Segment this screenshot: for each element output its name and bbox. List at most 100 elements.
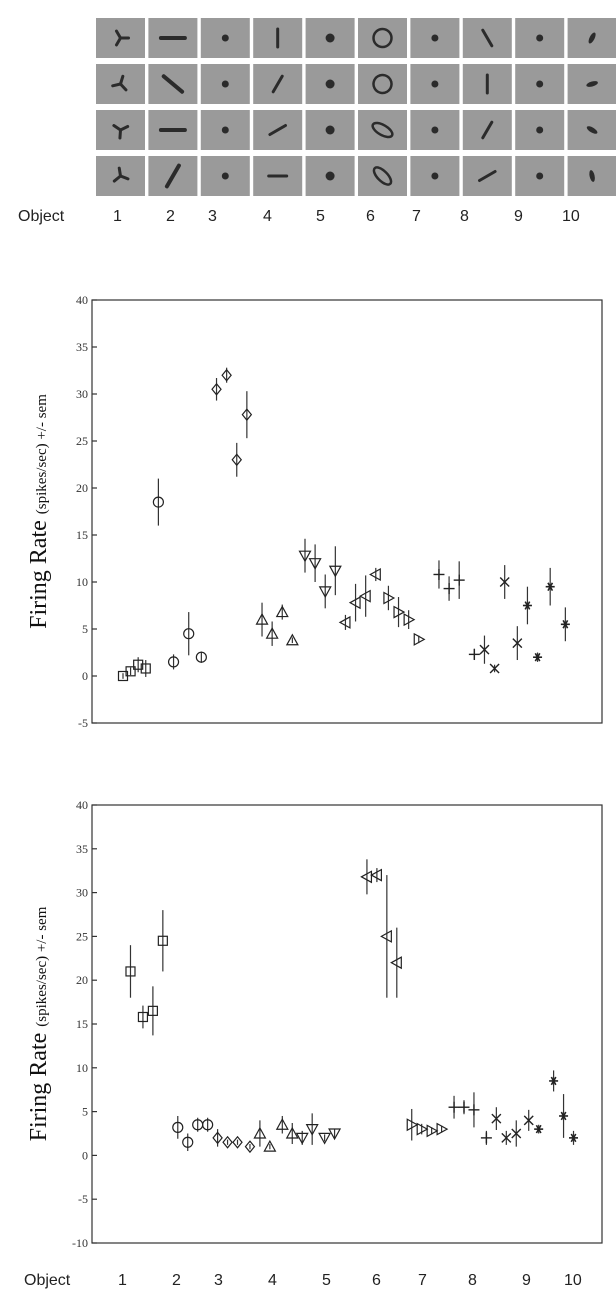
object-number-label: 10: [562, 208, 580, 225]
firing-rate-chart-1: -5 0 5 10 15 20 25 30 35 40 Firing Rate (spikes/se…: [26, 293, 603, 730]
object-number-label: 1: [113, 208, 122, 225]
object-number-label: 2: [166, 208, 175, 225]
stimulus-tile: [148, 64, 198, 104]
data-point: [221, 368, 232, 382]
series-object-1: [117, 657, 151, 682]
stimulus-tile: [567, 156, 616, 196]
stimulus-tile: [462, 18, 512, 58]
data-point: [211, 382, 222, 396]
stimulus-tile: [200, 156, 250, 196]
series-object-4: [253, 1115, 299, 1152]
data-point: [202, 1119, 214, 1131]
object-number-label: 8: [460, 208, 469, 225]
data-point: [358, 589, 371, 603]
data-point: [360, 870, 373, 884]
y-tick-label: 30: [76, 886, 88, 900]
data-point: [244, 1140, 256, 1154]
y-tick-label: -5: [78, 716, 88, 730]
data-point: [305, 1124, 319, 1136]
y-axis-label: Firing Rate (spikes/sec) +/- sem: [26, 394, 52, 629]
data-point: [182, 1136, 194, 1148]
data-point: [318, 1132, 332, 1145]
data-point: [501, 1132, 512, 1143]
data-point: [265, 626, 279, 639]
data-point: [468, 1104, 480, 1116]
y-tick-label: 15: [76, 1017, 88, 1031]
data-point: [390, 956, 402, 970]
series-object-7: [406, 1108, 449, 1141]
data-point: [241, 408, 253, 422]
stimulus-tile: [96, 110, 145, 150]
stimulus-tile: [148, 18, 198, 58]
object-axis-top: Object 1 2 3 4 5 6 7 8 9 10: [0, 200, 616, 240]
data-point: [285, 1126, 299, 1139]
data-point: [523, 1115, 534, 1126]
stimulus-tile: [200, 110, 250, 150]
series-object-3: [211, 367, 253, 477]
data-point: [222, 1135, 233, 1149]
object-number-label: 9: [522, 1272, 531, 1289]
data-point: [285, 633, 299, 646]
stimulus-tile: [567, 110, 616, 150]
series-object-6: [338, 567, 381, 630]
y-tick-label: 35: [76, 842, 88, 856]
plot-frame: [91, 299, 603, 724]
y-tick-label: 5: [82, 1105, 88, 1119]
stimulus-tile: [148, 110, 198, 150]
stimulus-tile: [358, 156, 407, 196]
stimulus-tile: [462, 156, 512, 196]
y-tick-label: 15: [76, 528, 88, 542]
y-tick-label: 25: [76, 929, 88, 943]
y-tick-label: 40: [76, 293, 88, 307]
y-tick-label: -5: [78, 1192, 88, 1206]
data-point: [499, 577, 510, 587]
data-point: [560, 620, 570, 629]
data-point: [436, 1122, 449, 1136]
object-axis-bottom: Object 1 2 3 4 5 6 7 8 9 10: [0, 1262, 616, 1302]
y-tick-label: 20: [76, 481, 88, 495]
data-point: [511, 1128, 522, 1139]
data-point: [559, 1111, 569, 1121]
object-number-label: 7: [418, 1272, 427, 1289]
data-point: [369, 567, 381, 581]
stimulus-tile: [410, 156, 460, 196]
data-point: [147, 1005, 158, 1016]
data-point: [534, 1124, 544, 1134]
object-number-label: 8: [468, 1272, 477, 1289]
object-number-label: 2: [172, 1272, 181, 1289]
data-point: [370, 868, 382, 882]
data-point: [489, 663, 500, 674]
series-object-2: [152, 478, 207, 670]
stimulus-tile: [96, 156, 145, 196]
series-object-6: [360, 859, 402, 998]
stimulus-tile: [200, 64, 250, 104]
object-number-label: 6: [366, 208, 375, 225]
data-point: [479, 644, 490, 655]
series-object-3: [212, 1129, 256, 1154]
data-point: [263, 1139, 277, 1152]
object-number-label: 4: [268, 1272, 277, 1289]
object-number-label: 9: [514, 208, 523, 225]
data-point: [275, 1117, 289, 1130]
stimulus-grid: [96, 18, 616, 196]
stimulus-tile: [96, 64, 145, 104]
series-object-8: [433, 560, 480, 661]
y-tick-label: 25: [76, 434, 88, 448]
y-tick-label: -10: [72, 1236, 88, 1250]
object-number-label: 5: [316, 208, 325, 225]
data-point: [338, 615, 351, 629]
stimulus-tile: [410, 110, 460, 150]
firing-rate-chart-2: -10 -5 0 5 10 15 20 25 30 35 40 Firing Rate (spikes…: [26, 798, 603, 1250]
series-object-9: [491, 1107, 534, 1147]
data-point: [183, 628, 195, 640]
y-tick-label: 0: [82, 1148, 88, 1162]
stimulus-tile: [305, 156, 355, 196]
stimulus-tile: [305, 18, 355, 58]
series-object-1: [125, 910, 168, 1036]
y-tick-label: 40: [76, 798, 88, 812]
data-point: [413, 632, 426, 646]
series-object-2: [172, 1115, 214, 1152]
object-number-label: 1: [118, 1272, 127, 1289]
series-object-5: [298, 538, 342, 609]
data-point: [383, 591, 396, 605]
